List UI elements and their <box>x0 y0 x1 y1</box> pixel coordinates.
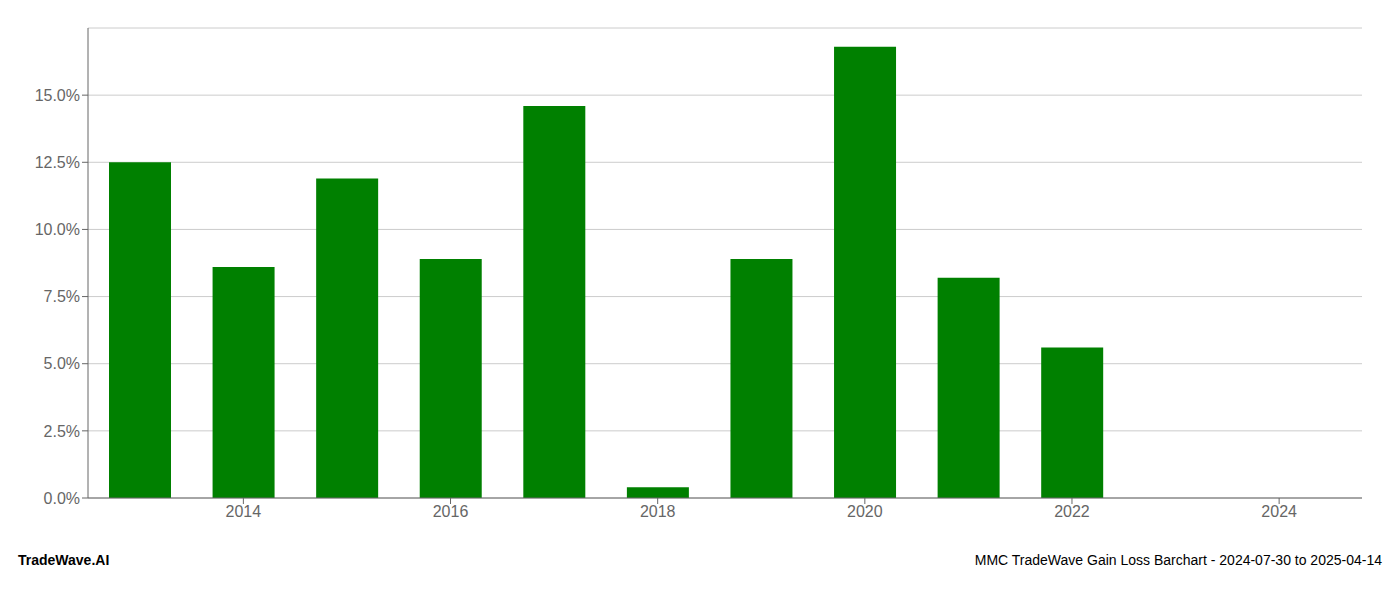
svg-text:7.5%: 7.5% <box>44 288 80 305</box>
svg-text:2014: 2014 <box>226 503 262 520</box>
svg-text:10.0%: 10.0% <box>35 221 80 238</box>
svg-text:2024: 2024 <box>1261 503 1297 520</box>
svg-text:12.5%: 12.5% <box>35 154 80 171</box>
svg-text:2.5%: 2.5% <box>44 423 80 440</box>
html-text:TradeWave.AI: TradeWave.AI <box>18 552 110 568</box>
svg-text:2016: 2016 <box>433 503 469 520</box>
svg-text:2022: 2022 <box>1054 503 1090 520</box>
svg-text:2020: 2020 <box>847 503 883 520</box>
html-text:MMC TradeWave Gain Loss Barcha: MMC TradeWave Gain Loss Barchart - 2024-… <box>974 552 1382 568</box>
svg-text:5.0%: 5.0% <box>44 355 80 372</box>
svg-text:0.0%: 0.0% <box>44 490 80 507</box>
svg-text:2018: 2018 <box>640 503 676 520</box>
svg-text:15.0%: 15.0% <box>35 87 80 104</box>
